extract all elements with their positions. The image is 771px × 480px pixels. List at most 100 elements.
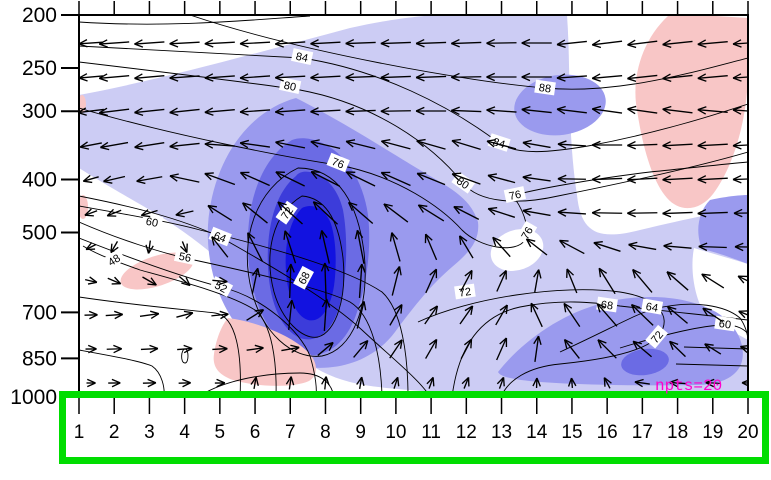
y-tick-label: 300 <box>22 100 57 123</box>
wind-vector <box>310 171 341 187</box>
y-tick-label: 250 <box>22 57 57 80</box>
wind-vector <box>453 205 480 220</box>
contour-line-64 <box>559 303 748 353</box>
contour-line-68 <box>269 195 345 338</box>
wind-vector <box>697 208 728 218</box>
wind-vector <box>357 263 366 299</box>
wind-vector <box>389 339 403 359</box>
wind-vector <box>416 138 446 150</box>
wind-vector <box>134 73 165 82</box>
wind-vector <box>669 340 686 358</box>
contour-line <box>683 346 748 350</box>
x-axis: 1 2 3 4 5 6 7 8 9 10 11 12 13 14 15 16 17 18 19 20 <box>74 398 759 443</box>
wind-vector <box>176 310 194 319</box>
wind-vector <box>415 106 447 116</box>
wind-vector <box>627 208 658 218</box>
svg-text:56: 56 <box>178 251 192 265</box>
wind-vector <box>533 269 542 293</box>
wind-vector <box>321 376 330 390</box>
wind-vector <box>697 39 728 48</box>
wind-vector <box>591 174 623 184</box>
contour-line-88 <box>79 15 311 25</box>
wind-vector <box>486 38 517 48</box>
wind-vector <box>107 276 122 285</box>
y-tick-label: 200 <box>22 4 57 27</box>
wind-vector <box>212 344 228 354</box>
wind-vector <box>460 269 473 292</box>
wind-vector <box>246 309 265 321</box>
svg-text:76: 76 <box>330 156 346 172</box>
pink-bottom-center <box>213 318 317 386</box>
wind-vector <box>525 238 548 256</box>
wind-vector <box>310 107 341 116</box>
contour-lines <box>79 15 748 397</box>
svg-text:72: 72 <box>279 205 296 222</box>
wind-vector <box>134 39 165 48</box>
contour-line-72 <box>246 167 366 357</box>
contour-label-76: 76 <box>326 152 350 173</box>
wind-vector <box>603 377 612 389</box>
wind-vector <box>737 275 748 284</box>
contour-line-64 <box>79 195 431 397</box>
svg-text:48: 48 <box>106 252 123 269</box>
x-tick-label: 8 <box>320 422 331 443</box>
wind-vector <box>486 72 517 82</box>
wind-vector <box>698 242 727 252</box>
wind-vector <box>563 338 580 359</box>
wind-vector <box>250 376 259 390</box>
wind-vector <box>697 175 728 184</box>
x-tick-label: 20 <box>737 422 758 443</box>
wind-vector <box>380 38 411 48</box>
wind-vector <box>211 310 229 320</box>
wind-vector <box>103 175 126 184</box>
contour-label-72: 72 <box>454 283 476 300</box>
wind-vector <box>557 208 586 217</box>
x-tick-label: 2 <box>109 422 120 443</box>
contour-line-68 <box>451 301 748 397</box>
wind-vector <box>697 141 728 150</box>
wind-vector <box>591 73 623 82</box>
wind-vector <box>451 172 481 185</box>
wind-vector <box>556 73 587 82</box>
x-axis-highlight-box <box>59 391 769 464</box>
wind-vector <box>591 208 623 218</box>
wind-vector <box>139 310 160 320</box>
contour-label-60: 60 <box>140 213 164 230</box>
wind-vector <box>354 229 365 264</box>
wind-vector <box>627 105 658 115</box>
wind-vector <box>496 376 505 389</box>
x-tick-label: 9 <box>355 422 366 443</box>
wind-vector <box>204 73 235 82</box>
wind-vector <box>86 378 96 388</box>
wind-vector <box>732 174 748 184</box>
wind-vector <box>239 107 271 116</box>
wind-vector <box>239 39 271 48</box>
wind-vector <box>136 175 163 185</box>
wind-vector <box>79 73 104 82</box>
wind-vector <box>697 106 728 115</box>
wind-vector <box>451 138 481 151</box>
contour-label-84: 84 <box>290 48 314 65</box>
wind-vector <box>85 344 97 354</box>
x-tick-label: 17 <box>632 422 653 443</box>
y-tick-label: 700 <box>22 301 57 324</box>
wind-vector <box>345 72 376 82</box>
wind-vector <box>380 106 411 116</box>
wind-vector <box>628 241 657 251</box>
wind-vector <box>207 204 233 221</box>
svg-text:76: 76 <box>508 189 522 203</box>
x-tick-label: 3 <box>144 422 155 443</box>
wind-vector <box>247 232 263 262</box>
wind-vector <box>697 73 728 82</box>
wind-vector <box>732 141 748 150</box>
wind-vector <box>425 268 438 294</box>
wind-vector <box>239 171 270 187</box>
contour-label-68: 68 <box>293 265 314 290</box>
wind-vector <box>204 107 235 116</box>
wind-vector <box>177 344 193 354</box>
wind-vector <box>356 300 367 329</box>
contour-label-56: 56 <box>173 248 197 265</box>
wind-vector <box>319 230 330 264</box>
